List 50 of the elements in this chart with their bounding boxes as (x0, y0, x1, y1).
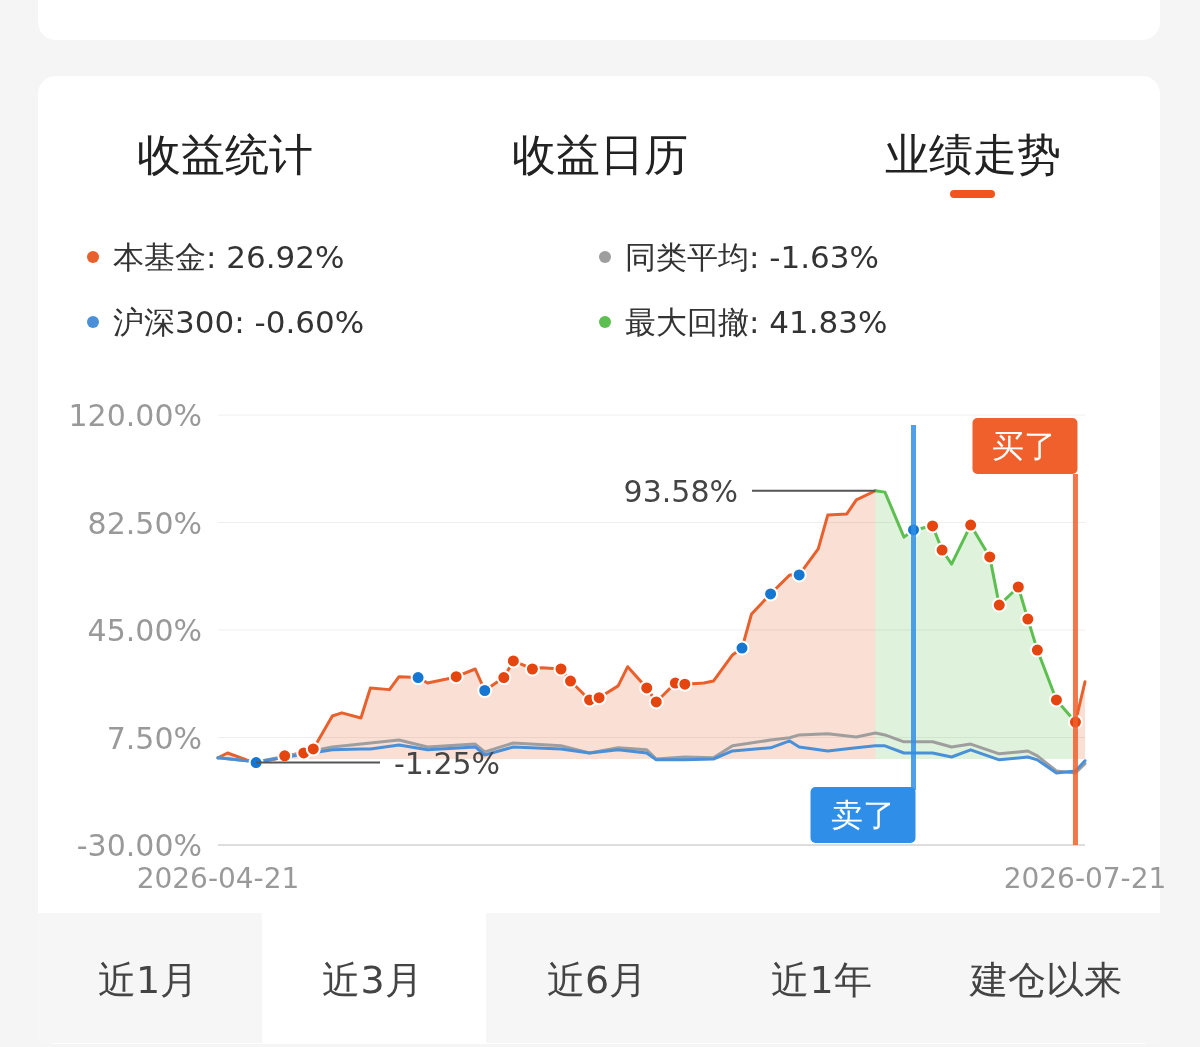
legend-label: 沪深300: -0.60% (113, 304, 365, 340)
point (763, 586, 779, 602)
point (1020, 611, 1036, 627)
y-tick-label: 120.00% (68, 398, 202, 433)
point (925, 518, 941, 534)
point (639, 680, 655, 696)
text: 收益日历 (512, 129, 688, 180)
point (1029, 642, 1045, 658)
ref-line-label: 买了 (992, 427, 1057, 465)
text: 建仓以来 (969, 958, 1122, 1002)
point (677, 676, 693, 692)
legend-label: 本基金: 26.92% (113, 239, 345, 275)
y-tick-label: 82.50% (87, 505, 202, 541)
point (963, 517, 979, 533)
point (277, 748, 293, 764)
point (553, 661, 569, 677)
text: 收益统计 (137, 129, 313, 180)
x-tick-label: 2026-07-21 (1003, 862, 1167, 895)
point (505, 653, 521, 669)
point (591, 690, 607, 706)
annotation: 93.58% (623, 473, 738, 509)
point (991, 597, 1007, 613)
point (477, 682, 493, 698)
y-tick-label: 7.50% (106, 720, 202, 756)
text: 近1月 (97, 958, 199, 1002)
point (410, 670, 426, 686)
point (791, 567, 807, 583)
annotation: -1.25% (394, 745, 501, 781)
x-tick-label: 2026-04-21 (136, 862, 300, 895)
point (524, 661, 540, 677)
point (1010, 579, 1026, 595)
ref-line-label: 卖了 (830, 796, 895, 834)
point (734, 640, 750, 656)
text: 近1年 (771, 958, 872, 1002)
text: 业绩走势 (885, 129, 1061, 180)
point (1048, 692, 1064, 708)
legend-label: 同类平均: -1.63% (625, 239, 879, 275)
y-tick-label: 45.00% (87, 613, 202, 648)
text: 近6月 (546, 958, 648, 1002)
line-series (216, 739, 1087, 775)
point (648, 694, 664, 710)
point (305, 741, 321, 757)
point (496, 670, 512, 686)
legend-label: 最大回撤: 41.83% (625, 304, 888, 340)
point (563, 673, 579, 689)
y-tick-label: -30.00% (76, 828, 202, 863)
point (982, 549, 998, 565)
point (448, 669, 464, 685)
point (934, 542, 950, 558)
text: 近3月 (322, 958, 423, 1002)
